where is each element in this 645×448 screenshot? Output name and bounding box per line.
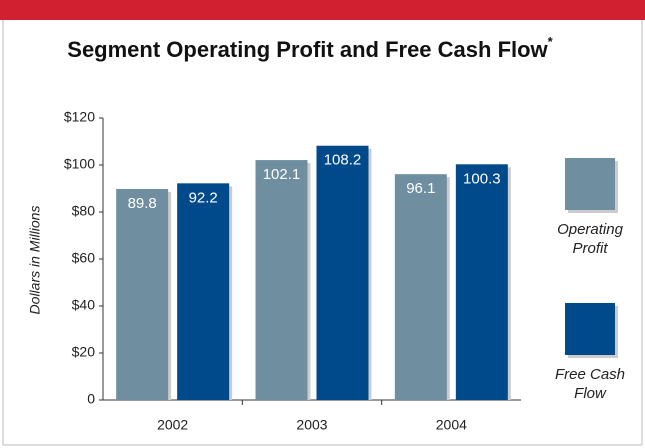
- legend-label: Free Cash Flow: [554, 366, 626, 402]
- y-axis-title: Dollars in Millions: [27, 206, 43, 315]
- y-tick-label: $40: [72, 297, 96, 313]
- bar: [255, 160, 308, 400]
- value-label: 96.1: [406, 180, 435, 197]
- y-tick-label: $60: [72, 250, 96, 266]
- title-text: Segment Operating Profit and Free Cash F…: [67, 37, 548, 62]
- title-marker: *: [548, 34, 554, 49]
- x-tick-label: 2003: [296, 417, 327, 433]
- x-tick-label: 2002: [157, 417, 188, 433]
- bar: [116, 188, 169, 400]
- bar: [455, 164, 508, 400]
- bar: [394, 174, 447, 400]
- y-tick-label: $80: [72, 203, 96, 219]
- bar: [177, 183, 230, 400]
- chart-title: Segment Operating Profit and Free Cash F…: [67, 34, 553, 61]
- value-label: 108.2: [324, 152, 362, 169]
- top-bar: [0, 0, 645, 20]
- value-label: 100.3: [463, 170, 501, 187]
- y-tick-label: 0: [87, 391, 95, 407]
- legend-swatch: [565, 158, 615, 210]
- legend-swatch: [565, 303, 615, 355]
- value-label: 92.2: [189, 189, 218, 206]
- value-label: 89.8: [128, 195, 157, 212]
- value-label: 102.1: [263, 166, 301, 183]
- y-tick-label: $100: [64, 156, 95, 172]
- x-tick-label: 2004: [436, 417, 467, 433]
- y-tick-label: $120: [64, 109, 95, 125]
- legend-label: Operating Profit: [557, 221, 623, 257]
- bar: [316, 145, 369, 400]
- y-tick-label: $20: [72, 344, 96, 360]
